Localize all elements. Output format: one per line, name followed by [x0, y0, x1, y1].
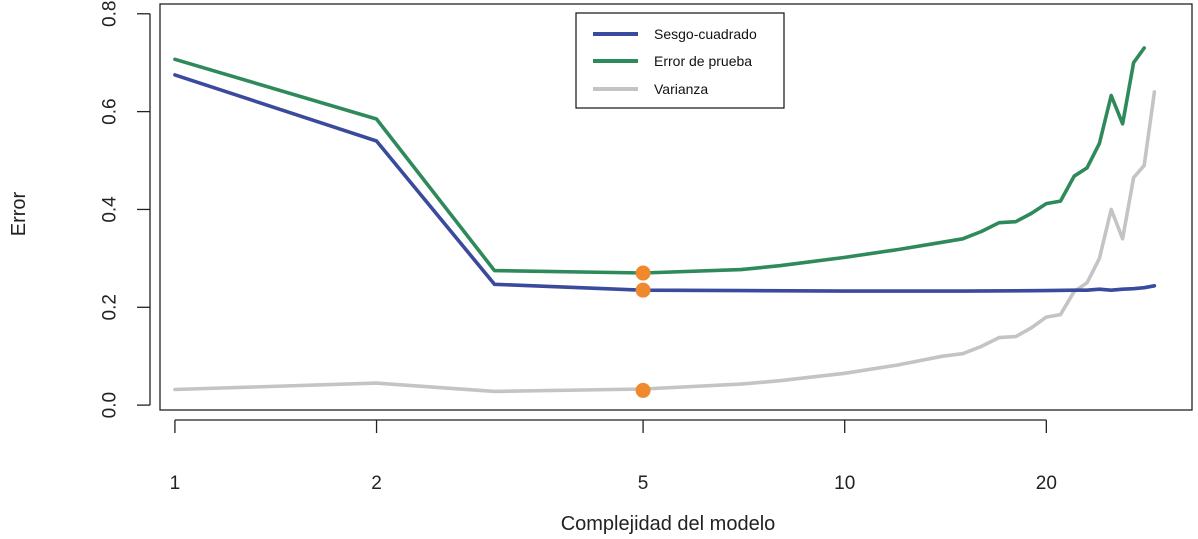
- series-lines: [173, 46, 1157, 394]
- y-tick-label: 0.0: [100, 392, 121, 418]
- y-axis-title: Error: [8, 191, 30, 236]
- axes: 1 2 5 10 20 0.0 0.2 0.4 0.6 0.8: [100, 1, 1057, 494]
- y-tick-label: 0.8: [100, 1, 121, 27]
- series-line-varianza: [173, 90, 1157, 394]
- plot-frame: [159, 3, 1193, 411]
- annotation-point-2: [635, 282, 651, 298]
- legend-label-sesgo: Sesgo-cuadrado: [654, 26, 757, 42]
- legend-label-error: Error de prueba: [654, 53, 752, 69]
- annotation-point-1: [635, 265, 651, 281]
- y-tick-label: 0.6: [100, 98, 121, 124]
- x-tick-label: 10: [834, 473, 855, 494]
- series-line-error-de-prueba: [173, 46, 1146, 275]
- annotation-points: [635, 265, 651, 398]
- x-axis-title: Complejidad del modelo: [561, 513, 776, 535]
- x-tick-label: 1: [170, 473, 181, 494]
- annotation-point-3: [635, 382, 651, 398]
- legend-label-varianza: Varianza: [654, 81, 708, 97]
- x-tick-label: 5: [638, 473, 649, 494]
- x-tick-label: 2: [371, 473, 382, 494]
- legend: Sesgo-cuadrado Error de prueba Varianza: [575, 12, 785, 109]
- series-line-sesgo-cuadrado: [173, 73, 1157, 293]
- y-tick-label: 0.4: [100, 196, 121, 223]
- x-tick-label: 20: [1036, 473, 1057, 494]
- y-tick-label: 0.2: [100, 294, 121, 320]
